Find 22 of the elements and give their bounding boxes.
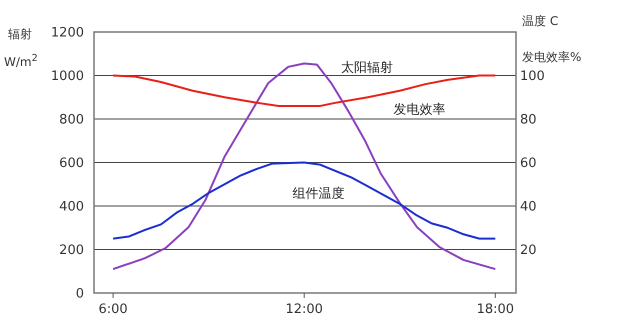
y-tick-label: 200 (59, 243, 84, 258)
y-tick-label: 600 (59, 156, 84, 172)
y-tick-label: 0 (76, 286, 84, 302)
y2-tick-label: 100 (520, 69, 545, 84)
x-tick-label: 12:00 (285, 302, 323, 317)
y2-tick-label: 40 (520, 200, 537, 215)
text: 温度 C 发电效率% (522, 14, 582, 64)
y2-tick-label: 60 (520, 156, 537, 172)
x-tick-label: 6:00 (98, 302, 128, 317)
y-tick-label: 400 (59, 200, 84, 215)
y-tick-label: 800 (59, 112, 84, 128)
y-tick-label: 1200 (50, 26, 84, 41)
y-axis-title: 辐射 W/m$^{2}$ (4, 27, 38, 69)
y-tick-label: 1000 (50, 69, 84, 84)
line-series (112, 162, 496, 240)
series-label: 发电效率 (394, 101, 446, 118)
line-series (112, 62, 496, 270)
series-label: 太阳辐射 (340, 60, 393, 76)
series-label: 组件温度 (292, 186, 344, 202)
x-tick-label: 18:00 (476, 302, 514, 317)
y2-tick-label: 20 (520, 243, 537, 258)
y2-tick-label: 80 (520, 112, 537, 128)
